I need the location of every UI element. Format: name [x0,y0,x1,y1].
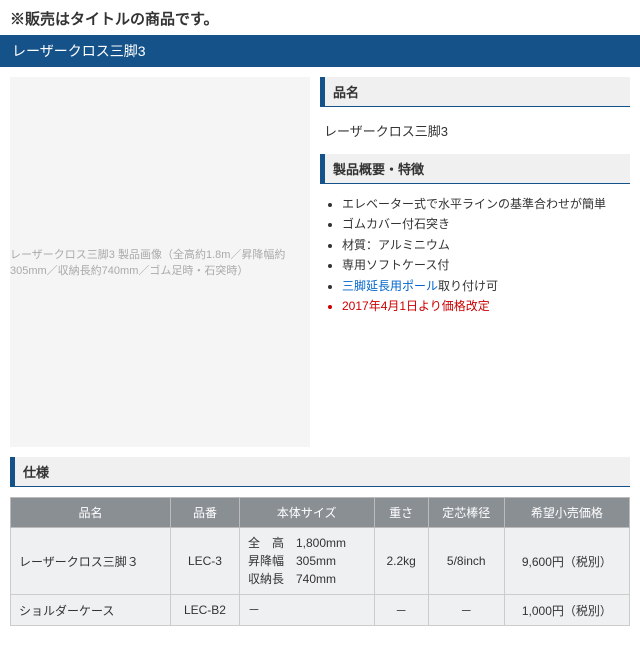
product-info: 品名 レーザークロス三脚3 製品概要・特徴 エレベーター式で水平ラインの基準合わ… [320,77,630,447]
spec-col-header: 品名 [11,498,171,528]
spec-col-header: 重さ [374,498,428,528]
spec-cell: － [239,595,374,626]
product-image-placeholder: レーザークロス三脚3 製品画像（全高約1.8m／昇降幅約305mm／収納長約74… [10,77,310,447]
spec-table-header-row: 品名品番本体サイズ重さ定芯棒径希望小売価格 [11,498,630,528]
product-name: レーザークロス三脚3 [320,117,630,154]
spec-cell: 5/8inch [428,528,504,595]
feature-item: ゴムカバー付石突き [342,214,630,234]
spec-cell: 2.2kg [374,528,428,595]
product-image-area: レーザークロス三脚3 製品画像（全高約1.8m／昇降幅約305mm／収納長約74… [10,77,310,447]
spec-cell: 1,000円（税別） [504,595,629,626]
spec-cell: － [374,595,428,626]
spec-cell: LEC-3 [170,528,239,595]
feature-item: 材質：アルミニウム [342,235,630,255]
spec-table: 品名品番本体サイズ重さ定芯棒径希望小売価格 レーザークロス三脚３LEC-3全 高… [10,497,630,626]
section-header-spec: 仕様 [10,457,630,487]
feature-item: 2017年4月1日より価格改定 [342,296,630,316]
feature-item: 三脚延長用ポール取り付け可 [342,276,630,296]
spec-section: 仕様 品名品番本体サイズ重さ定芯棒径希望小売価格 レーザークロス三脚３LEC-3… [0,457,640,646]
section-header-overview: 製品概要・特徴 [320,154,630,184]
spec-cell: － [428,595,504,626]
spec-cell: LEC-B2 [170,595,239,626]
table-row: ショルダーケースLEC-B2－－－1,000円（税別） [11,595,630,626]
product-title-bar: レーザークロス三脚3 [0,35,640,67]
feature-list: エレベーター式で水平ラインの基準合わせが簡単ゴムカバー付石突き材質：アルミニウム… [320,194,630,316]
spec-col-header: 希望小売価格 [504,498,629,528]
spec-cell: ショルダーケース [11,595,171,626]
content-area: レーザークロス三脚3 製品画像（全高約1.8m／昇降幅約305mm／収納長約74… [0,67,640,457]
feature-item: 専用ソフトケース付 [342,255,630,275]
sale-notice: ※販売はタイトルの商品です。 [0,0,640,35]
spec-cell: 9,600円（税別） [504,528,629,595]
spec-col-header: 定芯棒径 [428,498,504,528]
section-header-name: 品名 [320,77,630,107]
spec-col-header: 品番 [170,498,239,528]
table-row: レーザークロス三脚３LEC-3全 高 1,800mm 昇降幅 305mm 収納長… [11,528,630,595]
spec-col-header: 本体サイズ [239,498,374,528]
feature-item: エレベーター式で水平ラインの基準合わせが簡単 [342,194,630,214]
spec-cell: レーザークロス三脚３ [11,528,171,595]
feature-link[interactable]: 三脚延長用ポール [342,279,438,293]
spec-cell: 全 高 1,800mm 昇降幅 305mm 収納長 740mm [239,528,374,595]
spec-table-body: レーザークロス三脚３LEC-3全 高 1,800mm 昇降幅 305mm 収納長… [11,528,630,626]
